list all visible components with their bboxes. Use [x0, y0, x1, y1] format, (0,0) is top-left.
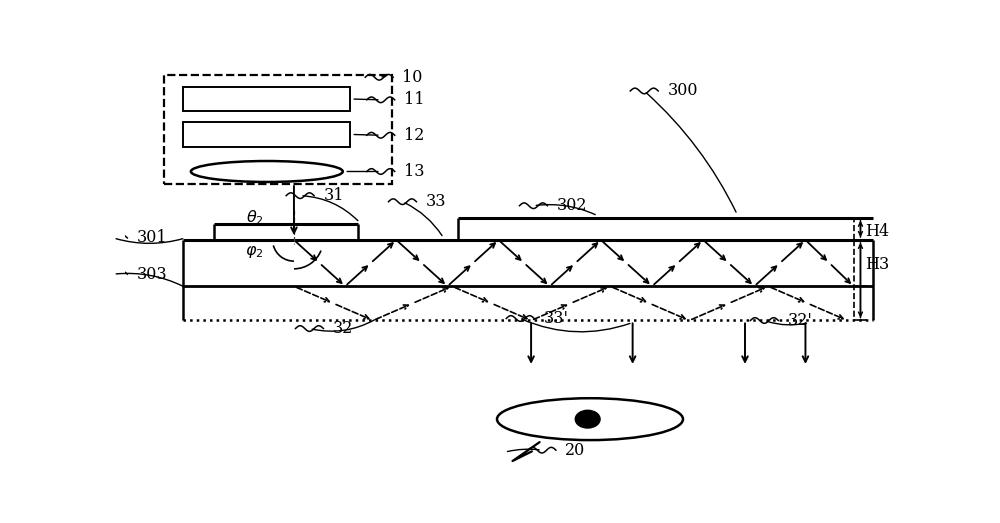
Text: $\theta_2$: $\theta_2$	[246, 208, 264, 227]
Text: $\varphi_2$: $\varphi_2$	[245, 244, 264, 260]
Ellipse shape	[575, 411, 600, 428]
Text: 31: 31	[323, 187, 344, 204]
Bar	[164, 75, 392, 184]
Text: 303: 303	[137, 266, 167, 283]
Text: 33: 33	[426, 193, 446, 210]
Text: H3: H3	[865, 256, 889, 272]
Text: 32': 32'	[788, 312, 812, 329]
Text: 300: 300	[668, 83, 698, 99]
Text: 13: 13	[404, 163, 424, 180]
Ellipse shape	[497, 398, 683, 440]
Bar	[183, 122, 350, 146]
Text: 12: 12	[404, 127, 424, 144]
Text: 20: 20	[565, 441, 585, 459]
Text: 302: 302	[557, 197, 587, 214]
Text: 11: 11	[404, 92, 424, 108]
Text: 301: 301	[137, 230, 167, 246]
Ellipse shape	[191, 161, 343, 182]
Text: 33': 33'	[544, 310, 568, 327]
Text: H4: H4	[865, 223, 889, 241]
Bar	[183, 87, 350, 111]
Text: 10: 10	[402, 69, 423, 86]
Text: 32: 32	[333, 320, 353, 337]
